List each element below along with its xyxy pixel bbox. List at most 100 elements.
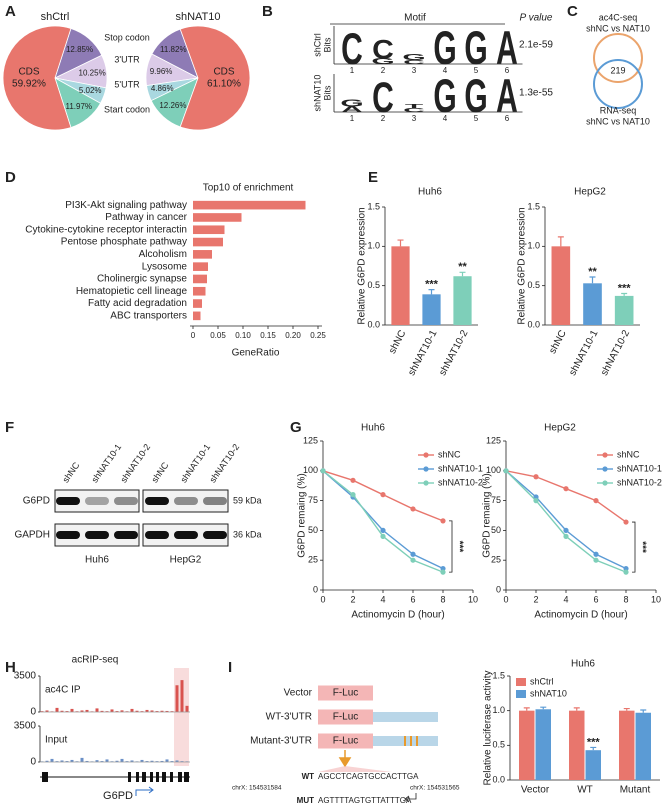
- x-tick-label: shNC: [547, 328, 568, 355]
- signal-bar: [155, 761, 159, 762]
- pie-title: shCtrl: [41, 11, 70, 23]
- significance: ***: [618, 282, 632, 294]
- chart-title: Huh6: [361, 423, 385, 434]
- x-tick-label: WT: [577, 785, 593, 796]
- set-label: shNC vs NAT10: [586, 23, 650, 33]
- exon: [42, 772, 48, 782]
- bar: [551, 246, 571, 325]
- band: [114, 497, 138, 505]
- panel-label: A: [5, 3, 16, 20]
- y-tick-label: 0: [496, 584, 501, 594]
- signal-bar: [95, 708, 99, 712]
- category-label: Fatty acid degradation: [88, 298, 187, 309]
- signal-bar: [65, 711, 69, 712]
- row-name: shCtrl: [312, 33, 322, 57]
- signal-bar: [70, 759, 74, 762]
- zoom: [318, 766, 392, 772]
- point: [593, 557, 599, 563]
- point: [563, 486, 569, 492]
- legend-label: shNC: [617, 449, 640, 459]
- lane-label: shNAT10-2: [207, 442, 241, 484]
- y-tick-label: 75: [491, 495, 501, 505]
- value-label: 5.02%: [79, 86, 102, 95]
- exon: [178, 772, 182, 782]
- y-tick-label: 100: [303, 465, 318, 475]
- series-line: [322, 470, 444, 573]
- series-line: [505, 470, 627, 570]
- logo-letter: A: [496, 22, 518, 75]
- point: [380, 492, 386, 498]
- error-bar: [573, 707, 580, 711]
- value-label: 59.92%: [12, 79, 46, 90]
- position-label: 6: [505, 114, 510, 123]
- value-label: 61.10%: [207, 79, 241, 90]
- value-label: 11.82%: [160, 45, 187, 54]
- luc-box: [318, 733, 373, 749]
- signal-bar: [105, 759, 109, 762]
- mutation-site: [404, 736, 406, 746]
- x-tick-label: shNAT10-2: [437, 328, 470, 378]
- bar: [193, 200, 306, 210]
- chart-title: acRIP-seq: [72, 655, 119, 666]
- y-tick-label: 1.5: [527, 201, 540, 211]
- band: [203, 497, 227, 505]
- legend-label: shCtrl: [530, 676, 554, 686]
- signal-bar: [55, 761, 59, 762]
- value-label: 9.96%: [150, 67, 173, 76]
- panel-label: D: [5, 169, 16, 186]
- legend-marker: [602, 466, 608, 472]
- signal-bar: [150, 760, 154, 762]
- point: [410, 506, 416, 512]
- y-tick-label: 0.5: [527, 280, 540, 290]
- sequence: AGTTTTAGTGTTATTTGA: [318, 796, 412, 805]
- point: [410, 551, 416, 557]
- legend-swatch: [516, 690, 526, 698]
- luc-label: F-Luc: [333, 712, 359, 723]
- bar: [193, 213, 242, 222]
- signal-bar: [165, 710, 169, 712]
- point: [623, 565, 629, 572]
- y-tick-label: 125: [486, 435, 501, 445]
- venn-set: [593, 59, 643, 109]
- value-label: 11.97%: [65, 102, 92, 111]
- bar: [569, 710, 585, 780]
- signal-bar: [85, 709, 89, 712]
- bar: [422, 294, 441, 325]
- value-label: 12.85%: [66, 45, 93, 54]
- category-label: Pentose phosphate pathway: [61, 237, 187, 248]
- x-tick-label: 10: [651, 594, 661, 604]
- category-label: CDS: [213, 67, 234, 78]
- signal-bar: [180, 680, 184, 712]
- signal-bar: [130, 708, 134, 712]
- legend-marker: [423, 452, 429, 458]
- y-tick-label: 0.0: [492, 774, 505, 784]
- band: [174, 497, 198, 505]
- bar: [619, 710, 635, 780]
- logo-letter: G: [433, 70, 456, 123]
- x-tick-label: shNAT10-2: [599, 328, 632, 378]
- bar: [614, 295, 634, 325]
- strand-arrow: [135, 786, 154, 796]
- overlap-count: 219: [610, 65, 625, 75]
- venn-set: [593, 33, 643, 83]
- x-tick-label: shNAT10-1: [406, 328, 439, 378]
- signal-bar: [175, 760, 179, 762]
- position-label: 3: [412, 114, 417, 123]
- legend-marker: [423, 480, 429, 486]
- x-tick-label: Mutant: [620, 785, 651, 796]
- category-label: Start codon: [104, 104, 150, 114]
- chart-title: Huh6: [418, 187, 442, 198]
- category-label: Alcoholism: [139, 249, 187, 260]
- signal-bar: [170, 711, 174, 712]
- x-tick-label: 0.05: [210, 331, 226, 340]
- y-tick-label: 125: [303, 435, 318, 445]
- bar: [635, 712, 651, 780]
- position-label: 4: [443, 66, 448, 75]
- series-line: [505, 470, 627, 523]
- signal-bar: [145, 709, 149, 712]
- logo-letter: G: [340, 97, 363, 109]
- luc-label: F-Luc: [333, 736, 359, 747]
- logo-letter: T: [405, 104, 423, 110]
- category-label: Hematopietic cell lineage: [76, 286, 188, 297]
- bar: [453, 276, 472, 325]
